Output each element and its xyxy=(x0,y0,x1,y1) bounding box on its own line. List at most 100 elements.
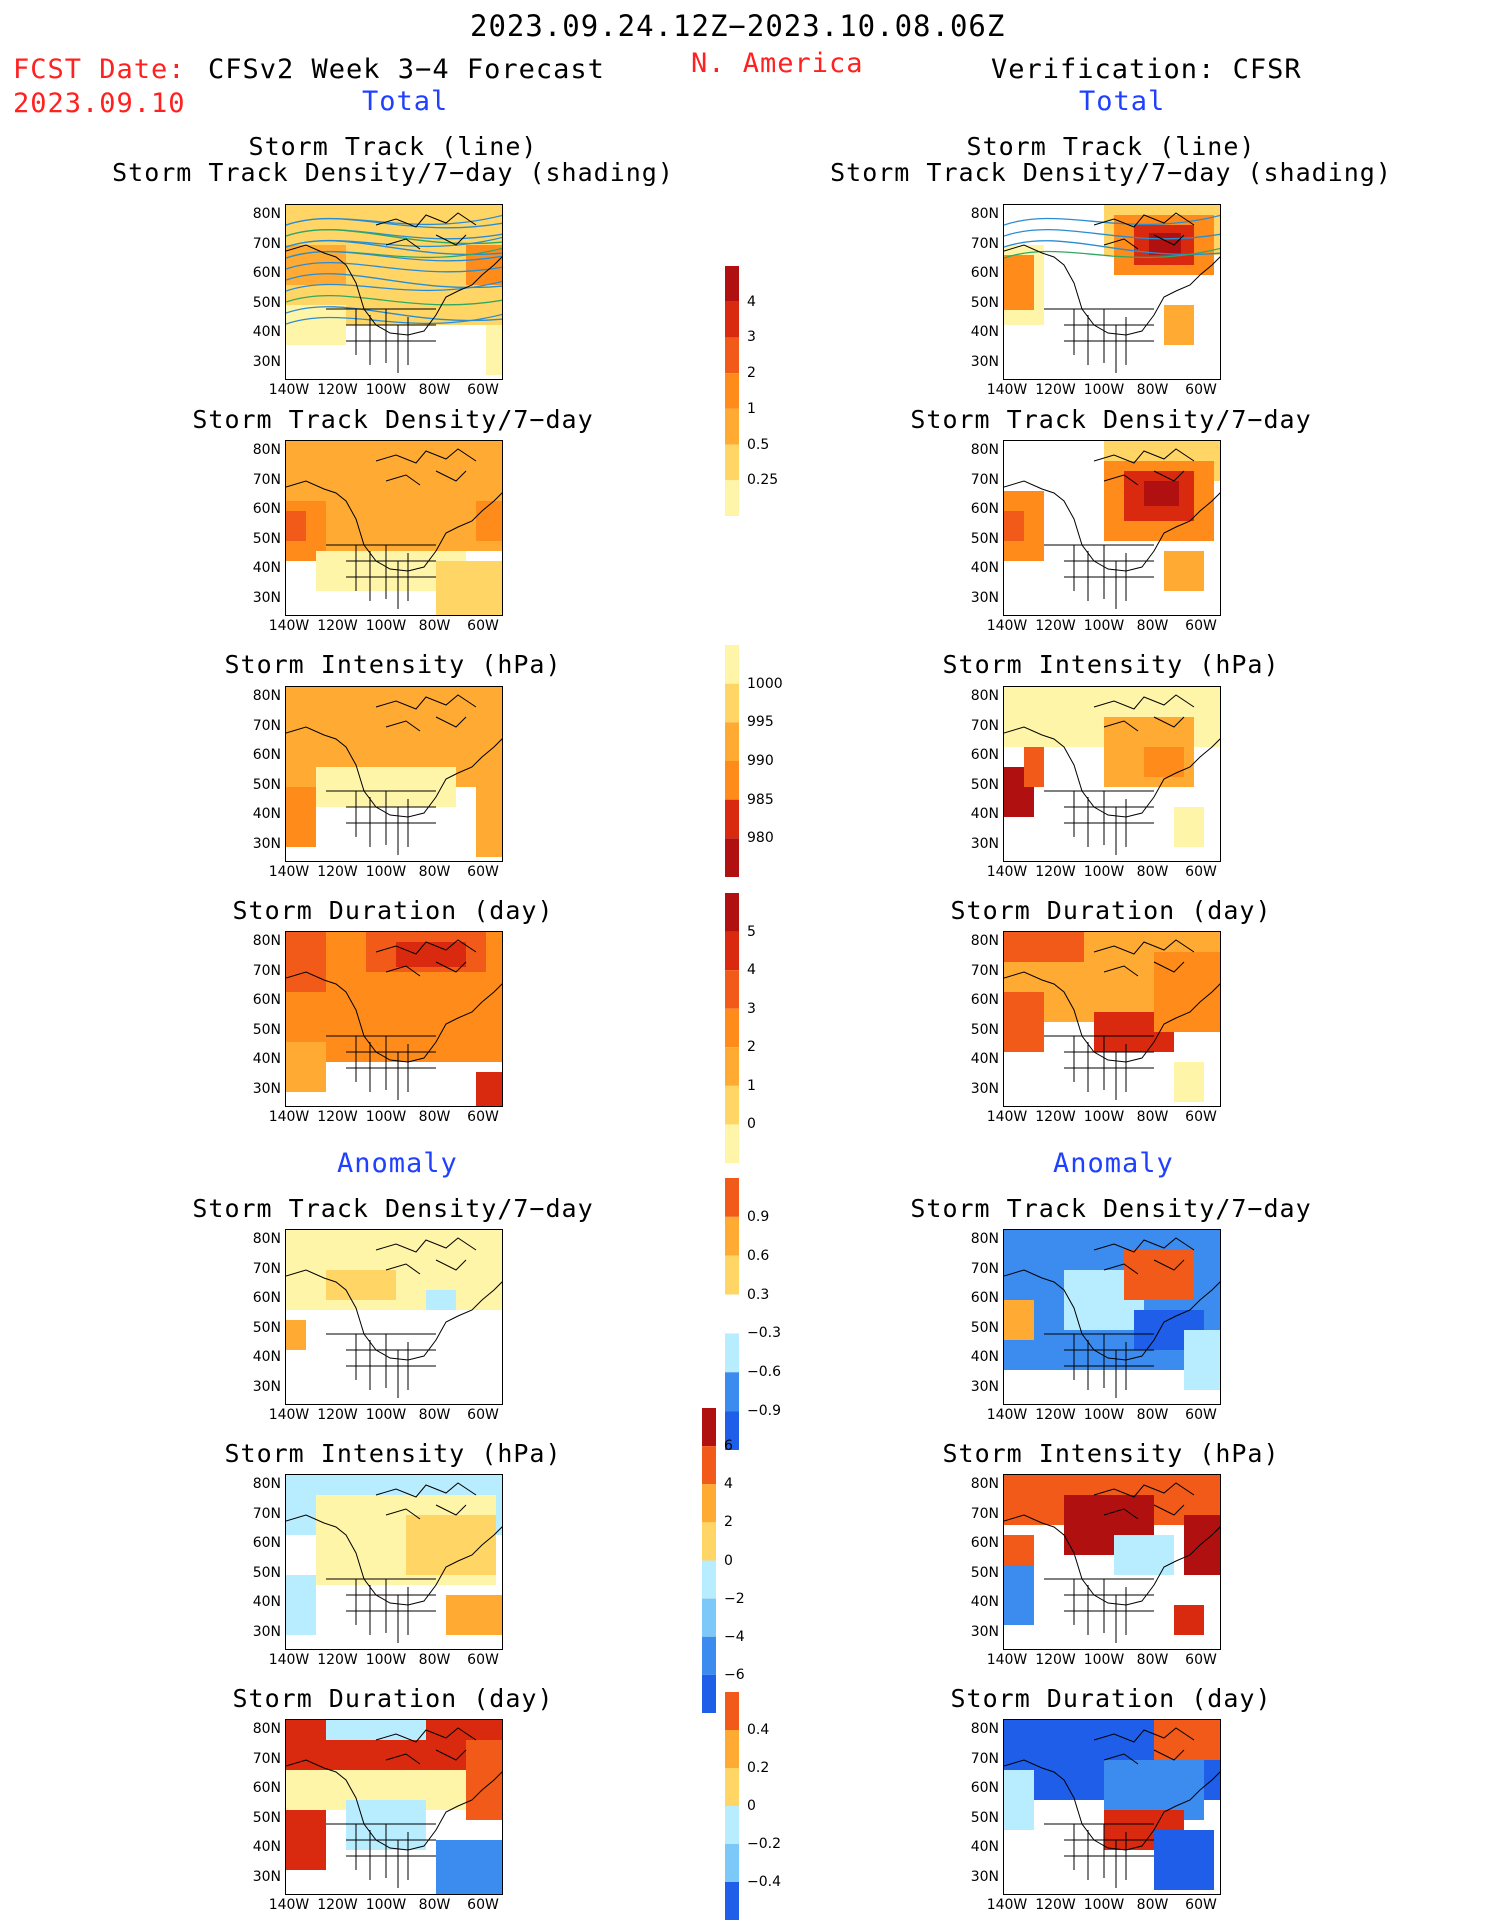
lon-label: 140W xyxy=(268,1407,310,1423)
lat-label: 50N xyxy=(252,1564,281,1581)
panel-title-intensity-anom-right: Storm Intensity (hPa) xyxy=(942,1439,1280,1468)
colorbar-swatch xyxy=(725,1216,739,1256)
storm-track-line xyxy=(1004,214,1220,226)
storm-track-line xyxy=(286,280,502,292)
shading-cell xyxy=(1154,952,1220,1032)
colorbar-swatch xyxy=(725,799,739,839)
colorbar-label: 0.2 xyxy=(747,1760,770,1776)
lat-label: 40N xyxy=(970,1349,999,1365)
shading-cell xyxy=(426,1290,456,1310)
coastline xyxy=(1004,1269,1220,1361)
shading-cell xyxy=(326,1720,426,1740)
state-borders xyxy=(326,790,436,855)
colorbar-swatch xyxy=(725,645,739,684)
lat-label: 30N xyxy=(252,589,281,606)
arctic-islands xyxy=(1093,1237,1195,1275)
shading-cell xyxy=(286,1810,326,1870)
period-title: 2023.09.24.12Z−2023.10.08.06Z xyxy=(470,9,1006,43)
shading-cell xyxy=(1114,1535,1174,1575)
lat-label: 60N xyxy=(252,747,281,763)
arctic-islands xyxy=(375,212,477,250)
colorbar-label: 0.5 xyxy=(747,436,770,453)
lat-label: 50N xyxy=(970,1319,999,1336)
lat-label: 40N xyxy=(970,560,999,576)
shading-cell xyxy=(1184,1515,1220,1575)
shading-cell xyxy=(476,767,502,857)
state-borders xyxy=(1044,790,1154,855)
lat-label: 50N xyxy=(970,294,999,311)
colorbar-label: 5 xyxy=(747,923,756,940)
lat-label: 60N xyxy=(252,501,281,517)
shading-cell xyxy=(1004,1300,1034,1340)
lat-label: 50N xyxy=(252,1319,281,1336)
colorbar-swatch xyxy=(725,1806,739,1844)
lat-label: 60N xyxy=(970,1780,999,1796)
panel-title-intensity-anom-left: Storm Intensity (hPa) xyxy=(224,1439,562,1468)
colorbar-swatch xyxy=(725,373,739,409)
lon-label: 100W xyxy=(1083,1652,1125,1668)
shading-cell xyxy=(1124,1250,1194,1300)
coastline xyxy=(1004,1759,1220,1851)
colorbar-swatch xyxy=(725,1294,739,1334)
lat-label: 50N xyxy=(252,776,281,793)
lat-label: 60N xyxy=(252,1780,281,1796)
shading-cell xyxy=(286,1042,326,1092)
colorbar-swatch xyxy=(725,1255,739,1295)
lon-label: 80W xyxy=(1136,1407,1169,1423)
colorbar-swatch xyxy=(725,480,739,516)
lon-label: 140W xyxy=(268,1109,310,1125)
lon-label: 60W xyxy=(1185,382,1217,398)
colorbar-label: 4 xyxy=(747,293,756,310)
colorbar-label: −0.3 xyxy=(747,1325,781,1342)
colorbar-swatch xyxy=(725,444,739,481)
state-borders xyxy=(326,1333,436,1398)
shading-cell xyxy=(1144,481,1179,506)
colorbar-label: −6 xyxy=(724,1666,745,1683)
map-density-anom-left xyxy=(285,1229,503,1405)
lon-label: 100W xyxy=(1083,1407,1125,1423)
lat-label: 80N xyxy=(252,1231,281,1247)
lat-label: 40N xyxy=(252,1349,281,1365)
lat-label: 60N xyxy=(970,992,999,1008)
lat-label: 50N xyxy=(970,530,999,547)
lon-label: 60W xyxy=(467,618,499,634)
lon-label: 120W xyxy=(317,382,358,398)
lon-label: 100W xyxy=(365,1897,407,1913)
section-anomaly-right: Anomaly xyxy=(1053,1148,1174,1179)
colorbar-swatch xyxy=(725,408,739,445)
lon-label: 80W xyxy=(418,1652,451,1668)
shading-cell xyxy=(286,305,346,345)
shading-cell xyxy=(1174,1605,1204,1635)
lon-label: 120W xyxy=(317,1652,358,1668)
state-borders xyxy=(1044,1035,1154,1100)
lat-label: 80N xyxy=(970,442,999,458)
lat-label: 60N xyxy=(252,992,281,1008)
lat-label: 50N xyxy=(970,1564,999,1581)
colorbar-density-anom: 0.9 0.6 0.3 −0.3 −0.6 −0.9 xyxy=(723,1178,781,1454)
lat-label: 50N xyxy=(970,1809,999,1826)
lat-label: 40N xyxy=(252,1594,281,1610)
colorbar-swatch xyxy=(725,722,739,761)
lat-label: 30N xyxy=(970,1623,999,1640)
panel-title-track-line-left: Storm Track (line) xyxy=(248,132,538,161)
lat-label: 70N xyxy=(252,962,281,979)
model-title: CFSv2 Week 3−4 Forecast xyxy=(208,54,605,85)
lat-label: 80N xyxy=(970,933,999,949)
colorbar-label: 0.9 xyxy=(747,1208,770,1225)
storm-track-line xyxy=(286,313,502,325)
verification-title: Verification: CFSR xyxy=(991,54,1302,85)
lat-label: 50N xyxy=(970,1021,999,1038)
lon-label: 80W xyxy=(1136,1109,1169,1125)
colorbar-label: 6 xyxy=(724,1438,733,1455)
lon-label: 60W xyxy=(1185,864,1217,880)
coastline xyxy=(1004,1514,1220,1606)
colorbar-label: 2 xyxy=(747,1039,756,1056)
lon-label: 140W xyxy=(268,864,310,880)
colorbar-swatch xyxy=(725,266,739,302)
shading-cell xyxy=(1024,747,1044,787)
lat-label: 30N xyxy=(970,1868,999,1885)
lat-label: 80N xyxy=(970,1231,999,1247)
map-density-left xyxy=(285,440,503,616)
shading-cell xyxy=(436,561,502,615)
lon-label: 100W xyxy=(1083,864,1125,880)
